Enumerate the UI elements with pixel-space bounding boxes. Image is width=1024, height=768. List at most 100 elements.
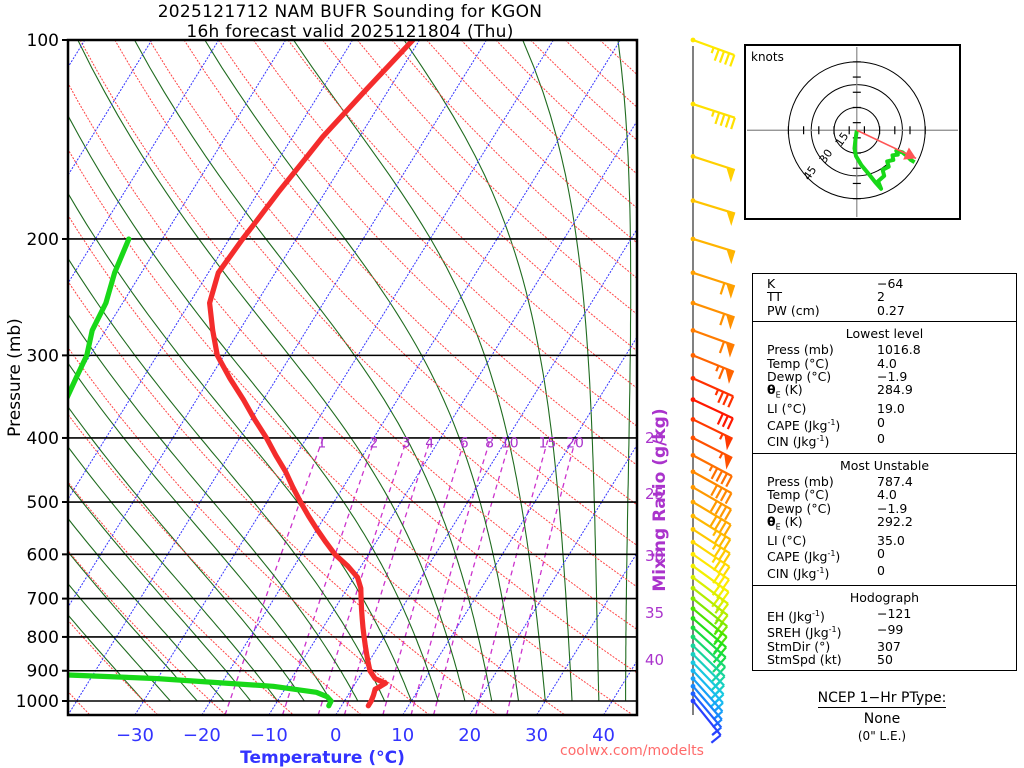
dry-adiabat-line <box>68 280 497 715</box>
stats-row-key: CAPE (Jkg-1) <box>767 417 841 433</box>
stats-row: K −64 <box>753 276 1016 291</box>
wind-barb <box>690 198 736 226</box>
stats-row-value: 4.0 <box>877 355 897 371</box>
wind-barb <box>690 551 730 591</box>
stats-row-key: LI (°C) <box>767 401 807 417</box>
stats-row-value: 0 <box>877 414 885 430</box>
stats-row: θE (K) 284.9 <box>753 383 1016 402</box>
moist-adiabat-line <box>68 482 252 702</box>
stats-row: TT 2 <box>753 289 1016 305</box>
stats-row-key: θE (K) <box>767 514 803 532</box>
moist-adiabat-line <box>68 257 386 702</box>
dry-adiabat-line <box>356 40 637 315</box>
pressure-tick-label: 700 <box>27 590 59 610</box>
mixing-ratio-line <box>224 437 324 715</box>
stats-row-key: CIN (Jkg-1) <box>767 565 830 582</box>
stats-row-value: 35.0 <box>877 533 905 548</box>
mixing-ratio-line <box>382 437 466 715</box>
pressure-axis-label: Pressure (mb) <box>5 318 25 437</box>
wind-barb <box>690 435 733 470</box>
stats-row-key: StmDir (°) <box>767 638 831 654</box>
dry-adiabat-line <box>68 148 633 715</box>
mixing-ratio-right-tick: 25 <box>645 485 664 503</box>
wind-barb <box>690 352 735 384</box>
stats-row-key: PW (cm) <box>767 302 820 318</box>
stats-row-key: Press (mb) <box>767 473 834 489</box>
stats-row-value: 1016.8 <box>877 342 921 358</box>
stats-row: Dewp (°C) −1.9 <box>753 501 1016 515</box>
temperature-tick-label: 10 <box>391 725 414 746</box>
pressure-tick-label: 500 <box>27 493 59 513</box>
mixing-ratio-right-tick: 30 <box>645 547 664 565</box>
temperature-trace <box>207 40 416 709</box>
dry-adiabat-line <box>68 82 637 674</box>
stats-row-key: θE (K) <box>767 382 803 400</box>
mixing-ratio-value-label: 1 <box>317 436 326 452</box>
temperature-tick-label: −20 <box>183 725 221 746</box>
dry-adiabat-line <box>114 40 637 588</box>
stats-row: θE (K) 292.2 <box>753 515 1016 534</box>
stats-row-value: −121 <box>877 605 912 621</box>
stats-row: Dewp (°C) −1.9 <box>753 369 1016 385</box>
chart-title: 2025121712 NAM BUFR Sounding for KGON 16… <box>0 0 700 42</box>
temperature-tick-label: −10 <box>250 725 288 746</box>
stats-row-value: 0 <box>877 431 885 447</box>
stats-row: CAPE (Jkg-1) 0 <box>753 547 1016 564</box>
wind-barb <box>690 625 727 667</box>
stats-row-value: 2 <box>877 289 885 305</box>
stats-row-key: Temp (°C) <box>767 487 830 503</box>
stats-row: StmDir (°) 307 <box>753 638 1016 654</box>
stats-panel: K −64 TT 2 PW (cm) 0.27 Lowest level Press (m… <box>752 273 1017 672</box>
moist-adiabat-line <box>68 550 198 702</box>
moist-adiabat-line <box>293 40 546 702</box>
moist-adiabat-line <box>134 40 493 702</box>
wind-barb <box>690 484 733 521</box>
stats-row: StmSpd (kt) 50 <box>753 653 1016 667</box>
moist-adiabat-line <box>68 362 332 702</box>
stats-row-value: 292.2 <box>877 514 913 530</box>
mixing-ratio-line <box>281 437 376 715</box>
lowest-level-header: Lowest level <box>845 326 924 342</box>
wind-barb <box>690 563 730 603</box>
temperature-tick-label: 40 <box>592 725 615 746</box>
pressure-tick-label: 900 <box>27 662 59 682</box>
stats-row: SREH (Jkg-1) −99 <box>753 623 1016 640</box>
plot-frame <box>66 38 639 717</box>
stats-row: CIN (Jkg-1) 0 <box>753 564 1016 581</box>
stats-row-value: −1.9 <box>877 369 908 385</box>
stats-row: LI (°C) 35.0 <box>753 533 1016 548</box>
temperature-tick-label: 30 <box>525 725 548 746</box>
temperature-tick-label: −30 <box>116 725 154 746</box>
pressure-tick-label: 1000 <box>16 692 59 712</box>
dry-adiabat-line <box>322 40 637 352</box>
moist-adiabat-line <box>68 445 278 702</box>
ptype-heading: NCEP 1−Hr PType: <box>817 690 947 708</box>
mixing-ratio-value-label: 2 <box>369 436 378 452</box>
stats-row-key: Temp (°C) <box>767 355 830 371</box>
stats-section-most-unstable: Most Unstable Press (mb) 787.4 Temp (°C) 4.… <box>753 454 1016 586</box>
wind-barb <box>690 270 736 299</box>
stats-row: LI (°C) 19.0 <box>753 401 1016 417</box>
stats-row-value: −64 <box>877 276 904 291</box>
hodograph-frame <box>744 44 961 220</box>
stats-row-value: 4.0 <box>877 487 897 503</box>
mixing-ratio-value-label: 6 <box>460 436 469 452</box>
dry-adiabat-line <box>68 481 294 715</box>
ptype-panel: NCEP 1−Hr PType: None (0" L.E.) <box>737 690 1024 743</box>
mixing-ratio-right-tick: 20 <box>645 429 664 447</box>
mixing-ratio-value-label: 15 <box>539 436 557 452</box>
wind-barb <box>690 469 733 505</box>
dry-adiabat-line <box>68 549 226 715</box>
ptype-value: None <box>863 711 901 727</box>
stats-row-key: SREH (Jkg-1) <box>767 625 842 641</box>
stats-row-value: 307 <box>877 638 901 654</box>
moist-adiabat-line <box>68 582 171 702</box>
temperature-tick-label: 20 <box>458 725 481 746</box>
mixing-ratio-line <box>343 437 432 715</box>
pressure-tick-label: 300 <box>27 346 59 366</box>
hodograph-stats-header: Hodograph <box>849 589 920 605</box>
stats-row-key: K <box>767 276 776 291</box>
mixing-ratio-value-label: 10 <box>501 436 519 452</box>
moist-adiabat-line <box>68 405 305 702</box>
